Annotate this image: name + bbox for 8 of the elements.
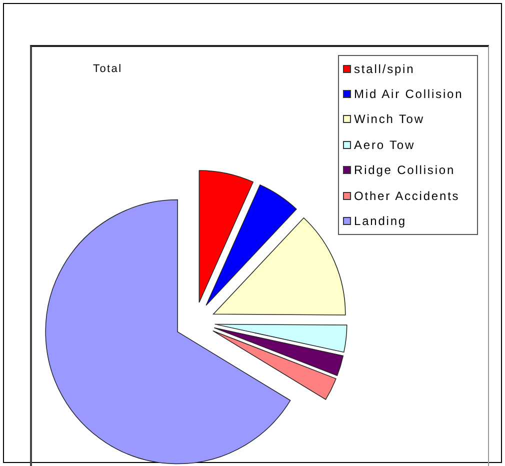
legend-label: Mid Air Collision <box>354 87 464 102</box>
legend-label: Landing <box>354 214 407 228</box>
legend-label: Other Accidents <box>354 188 460 203</box>
text: Total <box>93 63 122 75</box>
legend-label: Aero Tow <box>354 138 416 152</box>
legend-label: Ridge Collision <box>354 163 456 178</box>
legend-label: stall/spin <box>354 62 415 76</box>
legend-label: Winch Tow <box>354 112 424 126</box>
